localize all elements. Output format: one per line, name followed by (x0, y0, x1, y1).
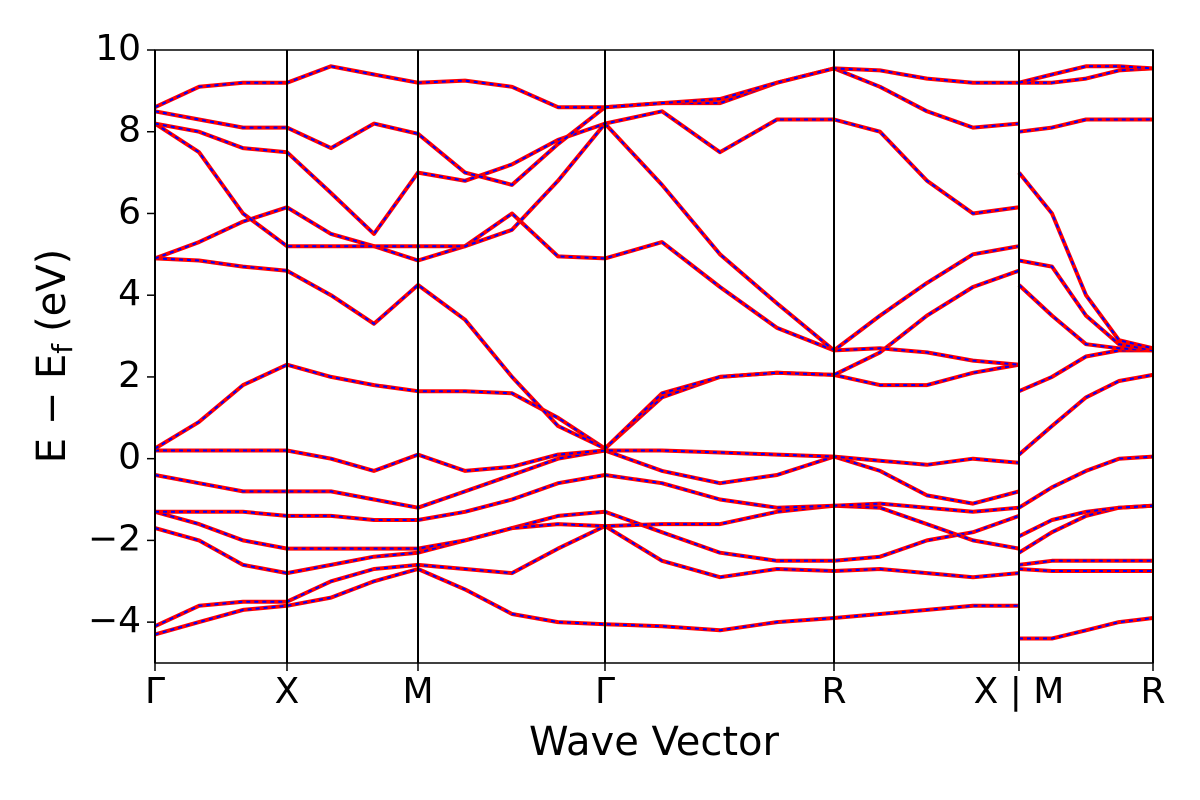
band-overlay (155, 257, 1153, 450)
y-label-unit: (eV) (29, 249, 75, 332)
band-line (155, 64, 1153, 110)
band-line (155, 567, 1153, 641)
y-tick-label: 2 (118, 355, 141, 396)
band-overlay (155, 65, 1153, 109)
y-axis-label: E − Ef (eV) (29, 249, 79, 464)
band-line (155, 448, 1153, 510)
y-tick-label: 0 (118, 437, 141, 478)
band-overlay (155, 474, 1153, 538)
x-axis-label: Wave Vector (529, 719, 780, 765)
x-tick-label: Γ (595, 671, 615, 712)
band-line (155, 109, 1153, 236)
band-overlay (155, 568, 1153, 640)
band-line (155, 473, 1153, 539)
x-tick-label: Γ (145, 671, 165, 712)
x-tick-label: M (402, 671, 433, 712)
band-overlay (155, 510, 1153, 575)
y-tick-label: 10 (95, 28, 141, 69)
band-overlay (155, 122, 1153, 352)
y-tick-label: −2 (88, 518, 141, 559)
y-label-main: E − E (29, 354, 75, 464)
x-tick-label: X (275, 671, 300, 712)
y-label-sub: f (46, 343, 79, 354)
band-line (155, 205, 1153, 367)
band-line (155, 524, 1153, 629)
band-overlay (155, 206, 1153, 366)
band-overlay (155, 449, 1153, 509)
band-overlay (155, 373, 1153, 472)
plot-area (155, 64, 1153, 641)
band-line (155, 372, 1153, 473)
y-tick-label: −4 (88, 600, 141, 641)
band-line (155, 509, 1153, 576)
band-overlay (155, 110, 1153, 235)
band-line (155, 121, 1153, 353)
band-overlay (155, 67, 1153, 186)
y-tick-label: 4 (118, 273, 141, 314)
y-tick-label: 6 (118, 191, 141, 232)
x-tick-label: R (821, 671, 846, 712)
x-tick-label: X | M (974, 671, 1065, 712)
band-line (155, 256, 1153, 451)
y-tick-label: 8 (118, 110, 141, 151)
x-tick-label: R (1140, 671, 1165, 712)
